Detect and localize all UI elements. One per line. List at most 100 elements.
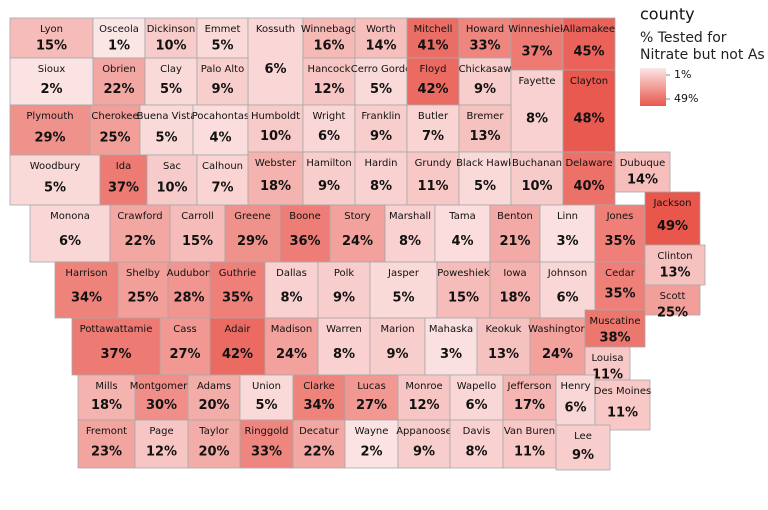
county	[302, 57, 356, 106]
county-name: Adams	[197, 381, 231, 392]
county-name: Boone	[289, 211, 321, 222]
county	[192, 104, 249, 156]
county-name: Mahaska	[429, 324, 473, 335]
county-name: Clarke	[303, 381, 335, 392]
county-value: 34%	[303, 398, 334, 413]
county	[644, 284, 701, 316]
county-value: 15%	[182, 234, 213, 249]
county	[406, 57, 460, 106]
county-name: Dallas	[276, 268, 307, 279]
county-value: 11%	[607, 406, 638, 421]
county-value: 28%	[173, 291, 204, 306]
county-name: Hancock	[308, 64, 351, 75]
legend-title: county	[640, 5, 695, 24]
county-value: 9%	[370, 129, 392, 144]
county-name: Allamakee	[563, 24, 615, 35]
county	[510, 151, 564, 206]
county	[317, 317, 371, 376]
county	[302, 104, 356, 153]
county-name: Muscatine	[590, 316, 641, 327]
county-name: Iowa	[503, 268, 526, 279]
county	[594, 379, 651, 431]
county-name: Washington	[528, 324, 587, 335]
county-name: Madison	[271, 324, 313, 335]
county-value: 6%	[264, 62, 286, 77]
county	[584, 346, 631, 381]
county	[434, 204, 491, 263]
county-name: Sac	[163, 161, 181, 172]
county-value: 8%	[280, 291, 302, 306]
county	[502, 419, 557, 469]
county-name: Obrien	[102, 64, 136, 75]
county-value: 2%	[360, 445, 382, 460]
county-value: 18%	[260, 179, 291, 194]
county	[354, 104, 408, 153]
county	[224, 204, 281, 263]
county-value: 42%	[222, 347, 253, 362]
county-value: 16%	[313, 39, 344, 54]
county-name: Winnebago	[301, 24, 357, 35]
county-value: 12%	[146, 445, 177, 460]
county	[384, 204, 436, 263]
county-value: 4%	[451, 234, 473, 249]
county-value: 14%	[365, 39, 396, 54]
county	[644, 191, 701, 246]
county	[406, 17, 460, 59]
county-name: Wayne	[355, 426, 389, 437]
county-value: 40%	[573, 179, 604, 194]
county-value: 35%	[222, 291, 253, 306]
county-value: 5%	[255, 398, 277, 413]
county	[9, 17, 94, 59]
county-value: 1%	[108, 39, 130, 54]
county-name: Jasper	[387, 268, 420, 279]
county-value: 8%	[465, 445, 487, 460]
county-name: Poweshiek	[437, 268, 490, 279]
county-value: 21%	[499, 234, 530, 249]
county-name: Montgomery	[130, 381, 193, 392]
county-value: 41%	[417, 39, 448, 54]
county-value: 23%	[91, 445, 122, 460]
county	[292, 419, 346, 469]
county-name: Monona	[50, 211, 90, 222]
county-value: 33%	[251, 445, 282, 460]
county	[9, 104, 91, 156]
county	[209, 317, 266, 376]
county	[239, 374, 294, 421]
county-value: 6%	[564, 401, 586, 416]
county-value: 22%	[103, 82, 134, 97]
county-value: 7%	[211, 181, 233, 196]
county-value: 5%	[392, 291, 414, 306]
county	[247, 17, 304, 106]
county	[54, 261, 119, 319]
county	[529, 317, 586, 376]
county-value: 3%	[440, 347, 462, 362]
county-name: Benton	[497, 211, 533, 222]
county-value: 9%	[413, 445, 435, 460]
county-value: 13%	[488, 347, 519, 362]
county-value: 37%	[521, 45, 552, 60]
county-name: Van Buren	[504, 426, 555, 437]
county-name: Grundy	[415, 158, 452, 169]
county-name: Franklin	[361, 111, 400, 122]
county	[302, 17, 356, 59]
county-value: 48%	[573, 112, 604, 127]
county-name: Crawford	[117, 211, 162, 222]
county-value: 24%	[342, 234, 373, 249]
county-value: 13%	[659, 266, 690, 281]
county	[302, 151, 356, 206]
county-name: Emmet	[205, 24, 241, 35]
county-name: Lee	[574, 431, 592, 442]
county-value: 37%	[108, 181, 139, 196]
county-name: Cerro Gordo	[351, 64, 412, 75]
county-name: Humboldt	[251, 111, 300, 122]
county-value: 49%	[657, 219, 688, 234]
county	[29, 204, 111, 263]
county-name: Cass	[173, 324, 197, 335]
county	[354, 151, 408, 206]
county	[424, 317, 478, 376]
county-value: 5%	[474, 179, 496, 194]
county-value: 12%	[408, 398, 439, 413]
county	[502, 374, 557, 421]
county-value: 24%	[542, 347, 573, 362]
county-name: Floyd	[420, 64, 447, 75]
